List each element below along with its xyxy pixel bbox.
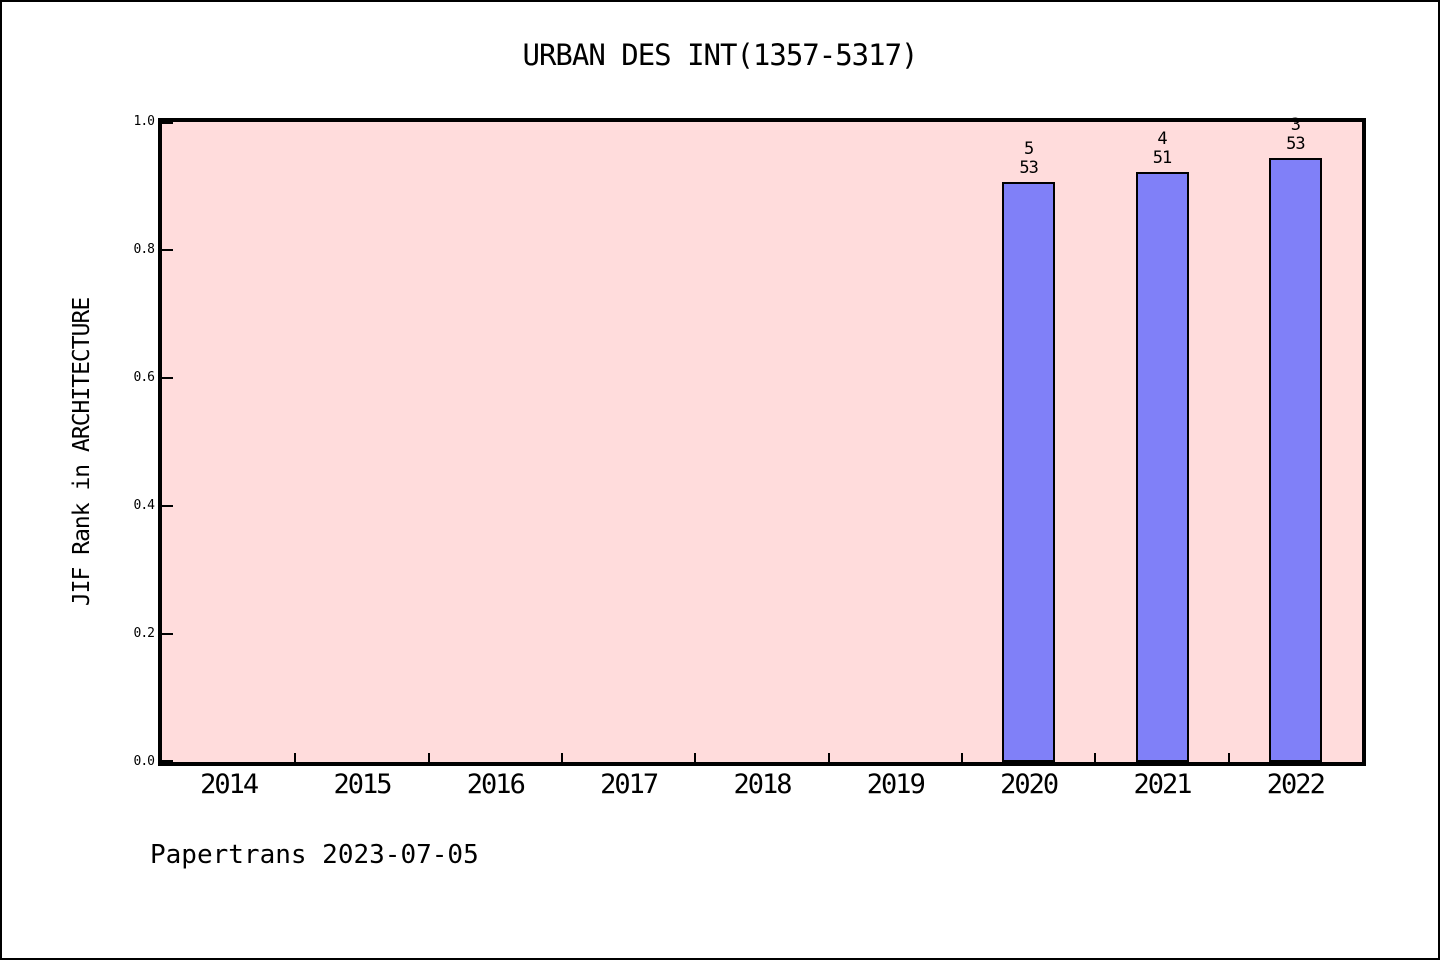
y-tick-mark [162, 633, 173, 635]
x-tick-label: 2020 [1000, 769, 1059, 800]
y-tick-label: 0.4 [133, 498, 155, 513]
x-tick-mark [294, 753, 297, 762]
x-tick-label: 2022 [1266, 769, 1326, 800]
x-tick-label: 2014 [200, 769, 259, 800]
bar-2022 [1268, 158, 1322, 762]
bar-annotation-2020: 5 53 [969, 140, 1089, 178]
x-tick-label: 2019 [866, 769, 926, 800]
y-tick-label: 0.8 [133, 242, 155, 257]
y-tick-mark [162, 122, 173, 124]
x-tick-label: 2017 [600, 769, 659, 800]
bar-2021 [1135, 172, 1189, 762]
y-tick-label: 0.0 [133, 754, 155, 769]
bar-total-label: 53 [1286, 134, 1305, 155]
y-axis-label: JIF Rank in ARCHITECTURE [69, 297, 95, 607]
chart-title: URBAN DES INT(1357-5317) [522, 38, 918, 72]
x-tick-mark [427, 753, 430, 762]
y-tick-mark [162, 249, 173, 251]
bar-rank-label: 5 [1024, 139, 1034, 160]
y-tick-label: 0.6 [133, 370, 155, 385]
footer-text: Papertrans 2023-07-05 [150, 840, 479, 870]
x-tick-mark [827, 753, 830, 762]
x-tick-mark [1227, 753, 1230, 762]
bar-total-label: 51 [1152, 148, 1172, 169]
x-tick-mark [694, 753, 697, 762]
y-tick-mark [162, 377, 173, 379]
x-tick-mark [961, 753, 963, 762]
bar-2020 [1002, 182, 1056, 762]
bar-total-label: 53 [1019, 158, 1038, 179]
bar-annotation-2022: 3 53 [1235, 116, 1355, 154]
x-tick-mark [1094, 753, 1097, 762]
y-tick-label: 1.0 [133, 114, 155, 129]
y-tick-mark [162, 760, 173, 762]
bar-rank-label: 4 [1157, 129, 1167, 150]
x-tick-mark [561, 753, 563, 762]
x-tick-label: 2021 [1133, 769, 1192, 800]
x-tick-label: 2015 [333, 769, 392, 800]
plot-area: 5 53 4 51 3 53 [158, 116, 1366, 766]
x-tick-label: 2018 [733, 769, 792, 800]
y-tick-label: 0.2 [133, 626, 155, 641]
plot-inner: 5 53 4 51 3 53 [162, 116, 1362, 762]
x-tick-label: 2016 [466, 769, 526, 800]
bar-annotation-2021: 4 51 [1102, 130, 1222, 168]
y-tick-mark [162, 505, 173, 507]
bar-rank-label: 3 [1290, 115, 1301, 136]
